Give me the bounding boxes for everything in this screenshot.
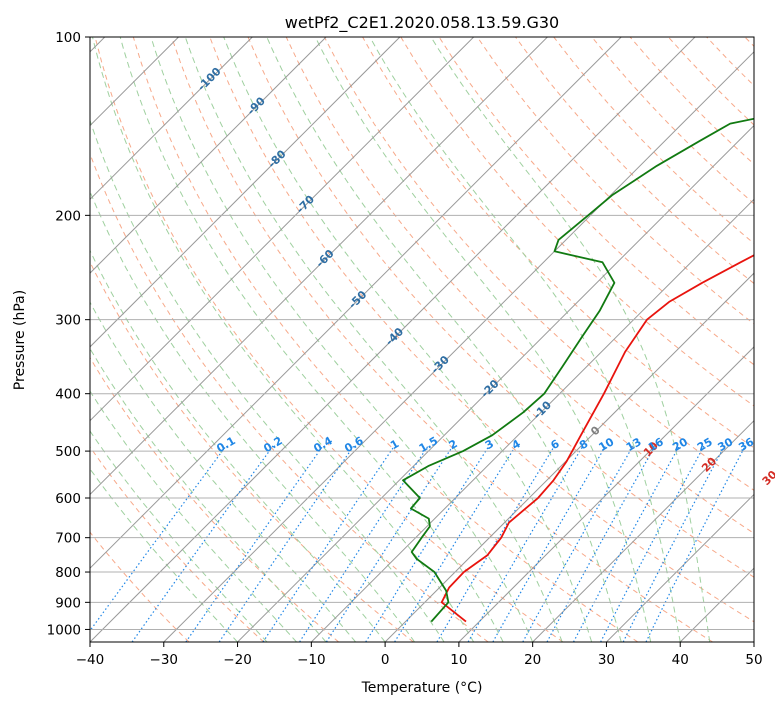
y-tick-label: 100 [55,30,81,46]
x-axis: −40 −30 −20 −10 0 10 20 30 40 50 [76,642,763,668]
plot-area: -100-90-80-70-60-50-40-30-20-10010203040… [89,36,775,643]
isotherm-line [458,346,754,642]
y-axis: 100 200 300 400 500 600 700 800 900 1000 [47,30,90,638]
x-tick-label: 20 [524,652,541,668]
moist-adiabat-line [119,37,504,642]
mixing-ratio-line [522,445,634,642]
temperature-line [440,254,754,623]
dewpoint-line [402,117,754,623]
mixing-ratio-line [622,445,726,642]
moist-adiabat-line [430,37,711,642]
dry-adiabat-line [515,37,754,285]
isotherm-line [384,272,754,642]
y-tick-label: 600 [55,491,81,507]
dry-adiabat-line [209,37,754,623]
dry-adiabat-line [94,37,564,642]
moist-adiabat-line [184,37,563,642]
x-tick-label: 30 [598,652,615,668]
dry-adiabat-line [400,37,754,407]
y-tick-label: 200 [55,208,81,224]
moist-adiabat-line [90,249,386,642]
x-tick-label: −20 [223,652,252,668]
isotherm-line [163,51,754,642]
mixing-ratio-line [546,445,656,642]
y-tick-label: 400 [55,387,81,403]
background-lines [90,37,754,642]
isotherm-line [310,198,754,642]
mixing-ratio-line [394,445,517,642]
dry-adiabat-line [132,37,639,642]
isotherm-line [90,37,327,274]
x-tick-label: 0 [381,652,390,668]
sounding-series [402,117,754,623]
isotherm-line [237,124,754,642]
moist-adiabat-line [90,190,415,642]
isotherm-line [90,37,548,496]
mixing-ratio-line [645,445,746,642]
isotherm-line [606,493,754,642]
moist-adiabat-line [223,37,593,642]
isotherm-line [90,37,253,201]
dry-adiabat-line [362,37,754,449]
y-tick-label: 700 [55,531,81,547]
x-tick-label: −40 [76,652,105,668]
mixing-ratio-line [325,445,454,642]
x-tick-label: −30 [150,652,179,668]
dry-adiabat-line [90,356,339,642]
mixing-ratio-line [436,445,556,642]
dry-adiabat-line [247,37,754,578]
moist-adiabat-line [150,37,534,642]
isotherm-line [90,37,696,642]
moist-adiabat-line [90,118,445,642]
moist-adiabat-line [90,301,356,642]
isotherm-line [532,419,754,642]
isotherm-line [90,37,475,422]
mixing-ratio-line [131,445,274,642]
y-tick-label: 900 [55,595,81,611]
mixing-ratio-line [185,445,324,642]
y-tick-label: 1000 [47,622,81,638]
moist-adiabat-line [92,37,475,642]
isotherm-line [90,37,622,569]
mixing-ratio-line [262,445,395,642]
isotherm-line [90,37,401,348]
y-tick-label: 800 [55,565,81,581]
pressure-gridlines [90,37,754,630]
x-tick-label: 40 [672,652,689,668]
y-tick-label: 500 [55,444,81,460]
dry-adiabat-line [476,37,754,325]
dry-adiabat-line [90,152,489,642]
y-tick-label: 300 [55,313,81,329]
mixing-ratio-line [299,445,429,642]
x-tick-label: 10 [450,652,467,668]
moist-adiabat-line [369,37,681,642]
x-tick-label: 50 [745,652,762,668]
x-tick-label: −10 [297,652,326,668]
mixing-ratio-line [365,445,490,642]
mixing-ratio-line [218,445,355,642]
chart-title: wetPf2_C2E1.2020.058.13.59.G30 [285,13,559,33]
plot-frame [89,36,755,643]
moist-adiabat-line [266,37,622,642]
dry-adiabat-line [90,531,190,642]
x-axis-label: Temperature (°C) [361,680,483,696]
dry-adiabat-line [171,37,713,642]
moist-adiabat-line [314,37,652,642]
mixing-ratio-line [467,445,584,642]
moist-adiabat-line [90,468,238,642]
y-axis-label: Pressure (hPa) [12,290,28,390]
